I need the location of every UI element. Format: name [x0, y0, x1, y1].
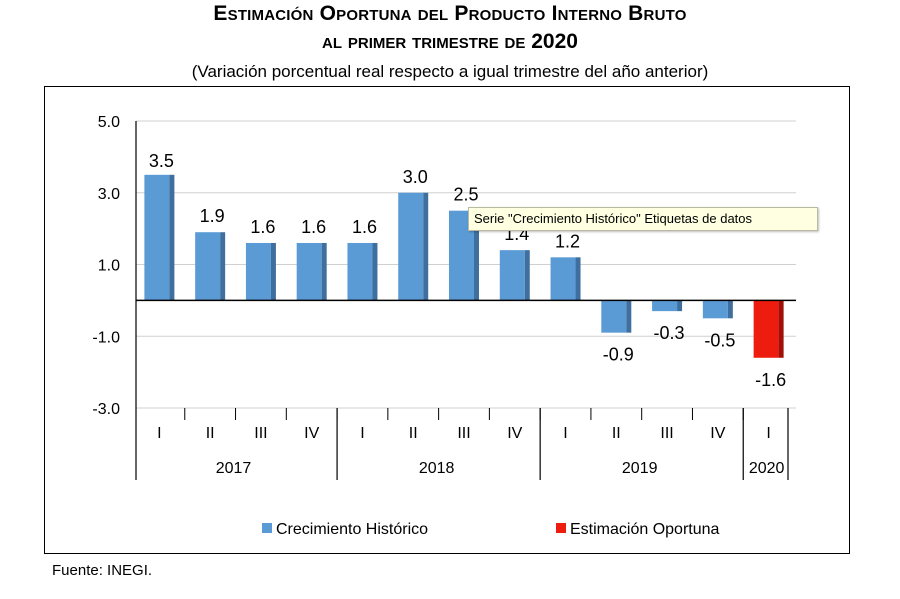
- legend-label: Estimación Oportuna: [570, 521, 720, 538]
- quarter-label: II: [409, 425, 418, 442]
- data-label: -0.9: [603, 345, 634, 365]
- quarter-label: II: [612, 425, 621, 442]
- year-label: 2017: [216, 460, 252, 477]
- quarter-label: III: [660, 425, 673, 442]
- bar: [195, 232, 221, 301]
- bar-side: [321, 242, 327, 301]
- bar-side: [474, 210, 479, 301]
- y-tick-label: -3.0: [92, 401, 120, 418]
- quarter-label: IV: [304, 425, 319, 442]
- source-note: Fuente: INEGI.: [52, 562, 153, 579]
- year-label: 2018: [419, 460, 455, 477]
- data-label: 3.5: [149, 151, 174, 171]
- quarter-label: III: [457, 425, 470, 442]
- bar: [753, 300, 779, 358]
- data-label: 1.6: [352, 217, 377, 237]
- y-tick-label: -1.0: [92, 329, 120, 346]
- bar: [652, 300, 678, 312]
- data-labels-tooltip: Serie "Crecimiento Histórico" Etiquetas …: [468, 207, 818, 231]
- bar-side: [220, 232, 226, 301]
- bar: [347, 242, 373, 301]
- bar: [601, 300, 627, 333]
- quarter-label: I: [360, 425, 364, 442]
- data-label: 1.2: [555, 231, 580, 251]
- bar-side: [626, 300, 632, 333]
- y-tick-label: 5.0: [98, 114, 120, 131]
- bar: [398, 192, 424, 301]
- chart-frame: [44, 86, 850, 554]
- quarter-label: I: [563, 425, 567, 442]
- quarter-label: I: [766, 425, 770, 442]
- bar-side: [372, 242, 378, 301]
- bar-side: [169, 174, 175, 301]
- chart-subtitle: (Variación porcentual real respecto a ig…: [191, 62, 709, 81]
- quarter-label: II: [206, 425, 215, 442]
- legend-label: Crecimiento Histórico: [276, 521, 428, 538]
- bar: [499, 250, 525, 301]
- bar-side: [423, 192, 429, 301]
- bar-side: [575, 257, 581, 301]
- data-label: -1.6: [755, 370, 786, 390]
- bar: [296, 242, 322, 301]
- bar-side: [727, 300, 733, 319]
- year-label: 2019: [622, 460, 658, 477]
- bar: [550, 257, 576, 301]
- data-label: -0.5: [704, 330, 735, 350]
- bar: [245, 242, 271, 301]
- legend-swatch: [556, 523, 566, 533]
- chart-title-line2: al primer trimestre de 2020: [322, 30, 578, 53]
- data-label: 2.5: [453, 185, 478, 205]
- data-label: 3.0: [403, 167, 428, 187]
- year-label: 2020: [749, 460, 785, 477]
- y-tick-label: 1.0: [98, 258, 120, 275]
- quarter-label: I: [157, 425, 161, 442]
- data-label: 1.6: [250, 217, 275, 237]
- quarter-label: IV: [710, 425, 725, 442]
- legend-swatch: [262, 523, 272, 533]
- data-label: 1.6: [301, 217, 326, 237]
- chart-title-line1: Estimación Oportuna del Producto Interno…: [213, 2, 687, 25]
- quarter-label: III: [254, 425, 267, 442]
- bar-side: [778, 300, 784, 358]
- y-tick-label: 3.0: [98, 186, 120, 203]
- bar-side: [270, 242, 276, 301]
- data-label: -0.3: [654, 323, 685, 343]
- bar-side: [677, 300, 683, 312]
- bar: [702, 300, 728, 319]
- bar-side: [524, 250, 530, 301]
- bar: [144, 174, 170, 301]
- data-label: 1.9: [200, 206, 225, 226]
- quarter-label: IV: [507, 425, 522, 442]
